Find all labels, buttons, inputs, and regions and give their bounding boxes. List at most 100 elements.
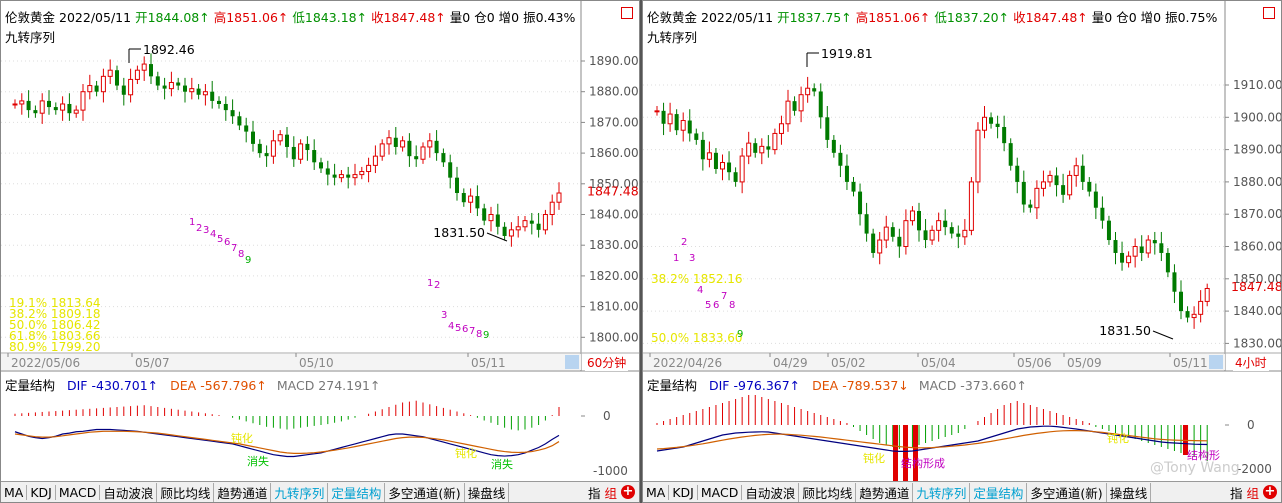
td-sequence-count: 6	[224, 237, 230, 248]
dea-value: DEA -567.796↑	[170, 378, 267, 393]
price-tick-label: 1870.00	[1233, 207, 1281, 221]
indicator-menu-button[interactable]: 指	[587, 485, 601, 501]
candle-body	[753, 143, 758, 153]
tab-auto-wave[interactable]: 自动波浪	[100, 482, 158, 502]
increase: 增0	[498, 10, 520, 25]
tab-quant-structure[interactable]: 定量结构	[970, 482, 1028, 502]
maximize-icon[interactable]	[1263, 7, 1275, 19]
group-menu-button[interactable]: 组	[604, 485, 617, 501]
candle-body	[727, 162, 732, 173]
dea-value: DEA -789.537↓	[812, 378, 909, 393]
watermark: @Tony Wang	[1150, 460, 1240, 476]
candle-body	[877, 239, 883, 254]
tab-macd[interactable]: MACD	[698, 484, 743, 500]
tab-kdj[interactable]: KDJ	[27, 484, 56, 500]
date-tick-label: 05/06	[1017, 356, 1052, 370]
candle-body	[115, 70, 119, 86]
candle-body	[838, 152, 843, 166]
candle-body	[202, 91, 208, 96]
td-sequence-count: 2	[434, 280, 440, 291]
candle-body	[995, 123, 1000, 127]
tab-ma[interactable]: MA	[643, 484, 670, 500]
candle-body	[1100, 207, 1105, 221]
group-menu-button[interactable]: 组	[1246, 485, 1259, 501]
add-icon[interactable]: +	[1263, 484, 1277, 499]
candle-body	[94, 85, 99, 92]
tab-trading-line[interactable]: 操盘线	[1107, 482, 1152, 502]
candle-body	[1179, 291, 1183, 312]
candlestick-chart[interactable]: 1890.00 1880.00 1870.00 1860.00 1850.00 1840.…	[1, 1, 639, 502]
candle-body	[936, 220, 942, 231]
candle-body	[217, 100, 221, 104]
indicator-name: 定量结构	[5, 378, 56, 393]
tab-gmma[interactable]: 顾比均线	[799, 482, 857, 502]
timeframe-selector[interactable]: 4小时	[1233, 354, 1269, 371]
candle-body	[1061, 185, 1066, 195]
candle-body	[1152, 240, 1157, 244]
panel-separator[interactable]	[640, 0, 642, 503]
tab-ma[interactable]: MA	[1, 484, 28, 500]
candle-body	[264, 153, 269, 157]
tab-td-sequential[interactable]: 九转序列	[913, 482, 971, 502]
chart-panel-right[interactable]: 伦敦黄金 2022/05/11 开1837.75↑ 高1851.06↑ 低1837.20…	[642, 0, 1282, 503]
candle-body	[134, 69, 140, 80]
candle-body	[141, 63, 147, 71]
structure-mark-label: 钝化	[1107, 431, 1129, 445]
candle-body	[949, 227, 954, 234]
price-tick-label: 1880.00	[1233, 175, 1281, 189]
candle-body	[393, 137, 398, 147]
tab-long-short-channel[interactable]: 多空通道(新)	[385, 482, 465, 502]
macd-value: MACD -373.660↑	[918, 378, 1027, 393]
open-price: 开1837.75↑	[777, 10, 852, 25]
td-sequence-count: 4	[210, 229, 216, 240]
add-icon[interactable]: +	[621, 484, 635, 499]
candle-body	[400, 140, 406, 148]
candle-body	[713, 152, 718, 169]
date-tick-label: 05/10	[299, 356, 334, 370]
candle-body	[1139, 246, 1144, 253]
candle-body	[1021, 181, 1026, 205]
price-tick-label: 1860.00	[1233, 240, 1281, 254]
tab-gmma[interactable]: 顾比均线	[157, 482, 215, 502]
candle-body	[386, 137, 392, 145]
candle-body	[379, 143, 385, 157]
maximize-icon[interactable]	[621, 7, 633, 19]
period-low-label: 1831.50	[1099, 323, 1151, 338]
candle-body	[909, 210, 915, 222]
candle-body	[778, 123, 784, 134]
candle-body	[325, 168, 330, 175]
tab-trading-line[interactable]: 操盘线	[465, 482, 510, 502]
candle-body	[257, 143, 262, 154]
fibonacci-level: 38.2% 1809.18	[9, 307, 101, 321]
tab-auto-wave[interactable]: 自动波浪	[742, 482, 800, 502]
chart-panel-left[interactable]: 伦敦黄金 2022/05/11 开1844.08↑ 高1851.06↑ 低1843.18…	[0, 0, 640, 503]
td-sequence-count: 1	[427, 278, 433, 289]
candle-body	[844, 165, 849, 182]
candle-body	[772, 132, 778, 151]
tab-kdj[interactable]: KDJ	[669, 484, 698, 500]
tab-td-sequential[interactable]: 九转序列	[271, 482, 329, 502]
tab-macd[interactable]: MACD	[56, 484, 101, 500]
candle-body	[434, 140, 439, 154]
tab-trend-channel[interactable]: 趋势通道	[856, 482, 914, 502]
candle-body	[739, 155, 745, 183]
candle-body	[529, 220, 534, 224]
structure-mark-label: 钝化	[863, 451, 885, 465]
indicator-menu-button[interactable]: 指	[1229, 485, 1243, 501]
timeframe-selector[interactable]: 60分钟	[585, 354, 629, 371]
td-sequence-count: 9	[483, 330, 489, 341]
indicator-header: 定量结构 DIF -430.701↑ DEA -567.796↑ MACD 27…	[5, 375, 380, 394]
tab-trend-channel[interactable]: 趋势通道	[214, 482, 272, 502]
candle-body	[1185, 311, 1190, 318]
td-sequence-count: 2	[196, 223, 202, 234]
candle-body	[654, 110, 660, 113]
candle-body	[332, 174, 337, 178]
td-sequence-count: 6	[713, 300, 719, 311]
candle-body	[372, 155, 378, 166]
price-tick-label: 1820.00	[589, 269, 639, 283]
tab-long-short-channel[interactable]: 多空通道(新)	[1027, 482, 1107, 502]
candle-body	[475, 196, 480, 209]
tab-quant-structure[interactable]: 定量结构	[328, 482, 386, 502]
price-tick-label: 1810.00	[589, 300, 639, 314]
candlestick-chart[interactable]: 1910.00 1900.00 1890.00 1880.00 1870.00 1860.…	[643, 1, 1281, 502]
